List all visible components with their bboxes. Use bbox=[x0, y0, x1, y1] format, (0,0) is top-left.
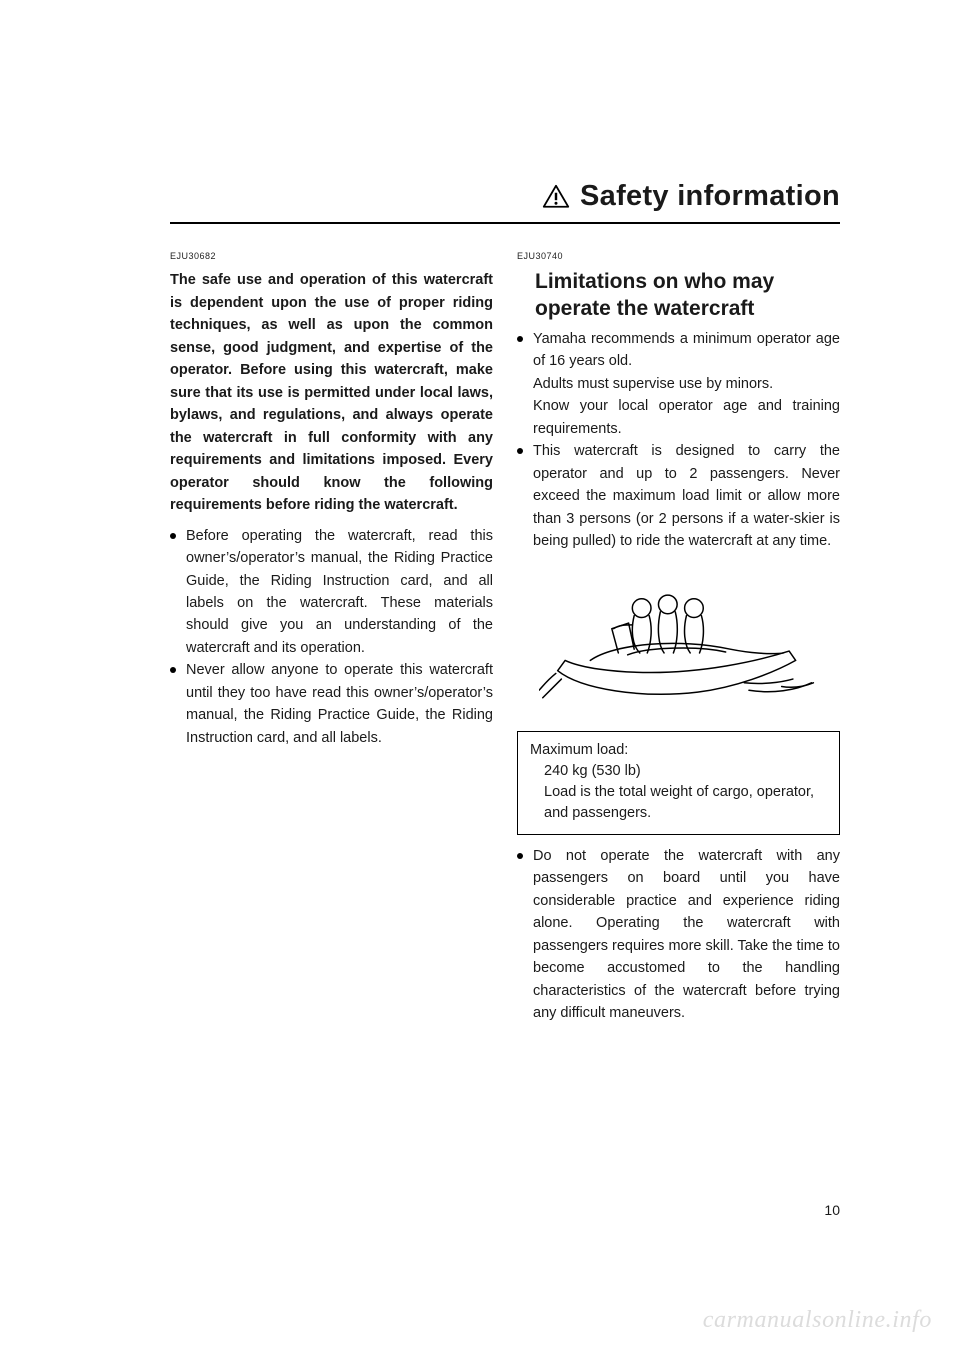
max-load-box: Maximum load: 240 kg (530 lb) Load is th… bbox=[517, 731, 840, 835]
list-item-text: Before operating the watercraft, read th… bbox=[186, 528, 493, 656]
max-load-label: Maximum load: bbox=[530, 740, 827, 761]
body-columns: EJU30682 The safe use and operation of t… bbox=[170, 250, 840, 1025]
page-title: Safety information bbox=[542, 180, 840, 213]
section-heading: Limitations on who may operate the water… bbox=[517, 269, 840, 322]
list-item: Never allow anyone to operate this water… bbox=[170, 659, 493, 749]
right-bullet-list-2: Do not operate the watercraft with any p… bbox=[517, 845, 840, 1025]
right-bullet-list-1: Yamaha recommends a minimum operator age… bbox=[517, 328, 840, 553]
list-item: This watercraft is designed to carry the… bbox=[517, 440, 840, 552]
list-item: Do not operate the watercraft with any p… bbox=[517, 845, 840, 1025]
list-item-subtext: Adults must supervise use by minors. bbox=[533, 373, 840, 395]
page-number: 10 bbox=[824, 1202, 840, 1218]
list-item-text: Never allow anyone to operate this water… bbox=[186, 662, 493, 745]
list-item-text: Yamaha recommends a minimum operator age… bbox=[533, 331, 840, 369]
list-item: Before operating the watercraft, read th… bbox=[170, 525, 493, 660]
manual-page: Safety information EJU30682 The safe use… bbox=[0, 0, 960, 1358]
list-item-text: Do not operate the watercraft with any p… bbox=[533, 848, 840, 1021]
max-load-note: Load is the total weight of cargo, opera… bbox=[530, 782, 827, 824]
left-column: EJU30682 The safe use and operation of t… bbox=[170, 250, 493, 1025]
page-title-text: Safety information bbox=[580, 180, 840, 213]
page-header: Safety information bbox=[170, 180, 840, 224]
intro-paragraph: The safe use and operation of this water… bbox=[170, 269, 493, 516]
right-column: EJU30740 Limitations on who may operate … bbox=[517, 250, 840, 1025]
watermark-text: carmanualsonline.info bbox=[703, 1307, 932, 1334]
list-item: Yamaha recommends a minimum operator age… bbox=[517, 328, 840, 440]
list-item-subtext: Know your local operator age and trainin… bbox=[533, 395, 840, 440]
warning-triangle-icon bbox=[542, 184, 570, 210]
doc-code-right: EJU30740 bbox=[517, 250, 840, 264]
watercraft-illustration bbox=[517, 563, 840, 713]
left-bullet-list: Before operating the watercraft, read th… bbox=[170, 525, 493, 750]
max-load-value: 240 kg (530 lb) bbox=[530, 761, 827, 782]
list-item-text: This watercraft is designed to carry the… bbox=[533, 443, 840, 549]
doc-code-left: EJU30682 bbox=[170, 250, 493, 264]
